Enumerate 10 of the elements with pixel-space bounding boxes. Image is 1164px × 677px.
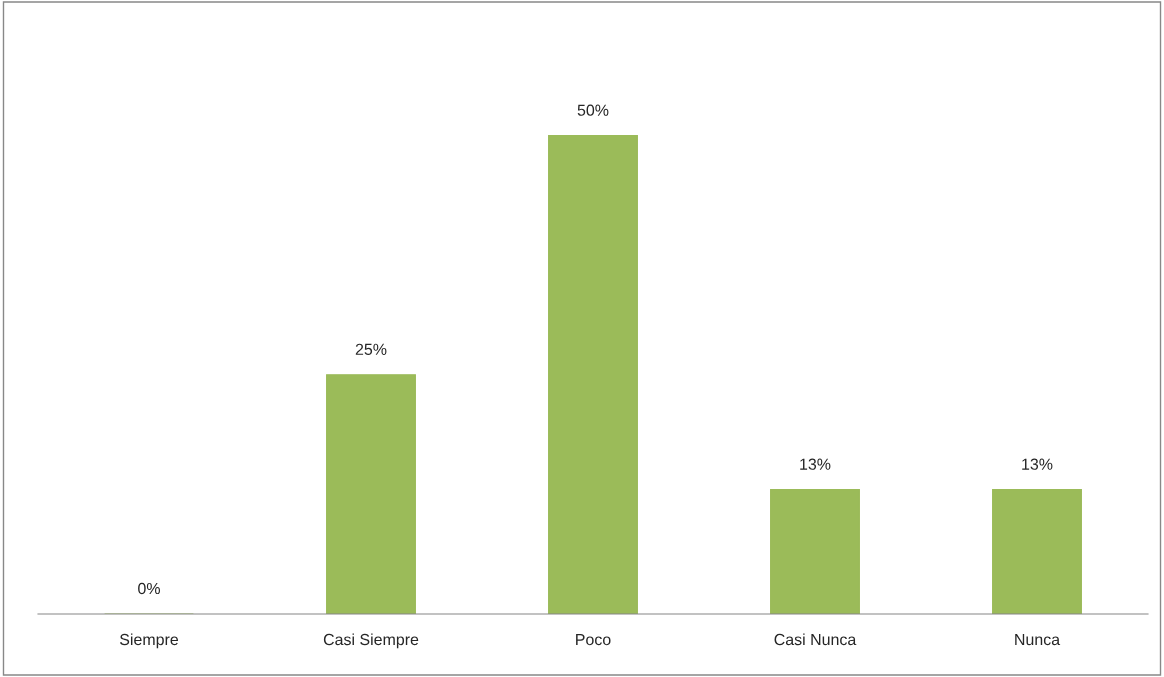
data-label: 0%: [138, 582, 160, 595]
x-tick-label: Siempre: [119, 633, 179, 649]
x-tick-label: Casi Nunca: [774, 633, 857, 646]
x-tick-label: Nunca: [1015, 634, 1061, 646]
data-label: 13%: [800, 458, 831, 470]
x-tick-label: Poco: [576, 634, 611, 646]
data-label: 50%: [577, 104, 609, 116]
data-label: 13%: [1022, 458, 1053, 470]
x-tick-label: Casi Siempre: [323, 633, 419, 649]
data-label: 25%: [355, 343, 387, 356]
